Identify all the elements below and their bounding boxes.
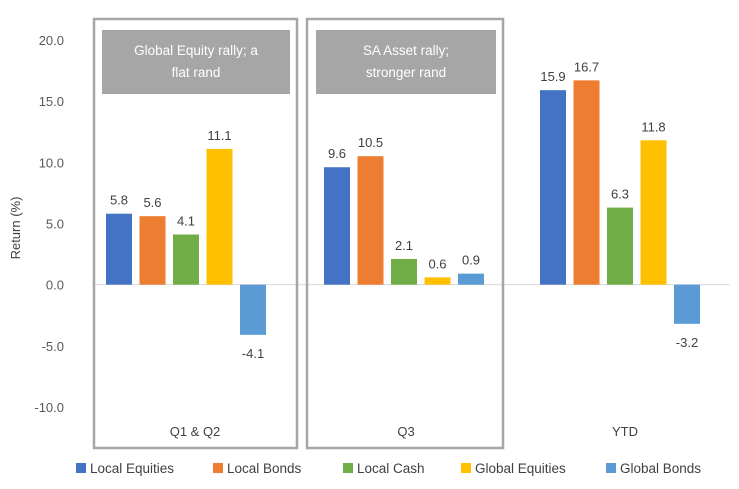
data-labels: 5.8 9.6 15.9 5.6 10.5 16.7 4.1 2.1 6.3 11.1 0.6 11.…: [110, 59, 698, 360]
bar: [106, 213, 132, 285]
y-tick-label: 10.0: [39, 155, 64, 170]
callout-text: SA Asset rally;: [363, 43, 449, 58]
y-axis: 20.0 15.0 10.0 5.0 0.0 -5.0 -10.0: [34, 33, 64, 415]
legend-label: Local Cash: [357, 461, 425, 476]
bar: [139, 216, 166, 285]
data-label: 16.7: [574, 59, 599, 74]
y-tick-label: -10.0: [34, 400, 64, 415]
legend-label: Global Equities: [475, 461, 566, 476]
data-label: 11.8: [641, 119, 665, 134]
y-tick-label: 0.0: [46, 278, 64, 293]
legend-swatch: [606, 463, 616, 473]
data-label: 0.9: [462, 253, 480, 268]
callout-text: Global Equity rally; a: [134, 43, 258, 58]
callout-text: stronger rand: [366, 65, 446, 80]
legend: Local Equities Local Bonds Local Cash Globa…: [76, 461, 701, 476]
annotation-callout: Global Equity rally; a flat rand: [102, 30, 290, 94]
y-axis-title: Return (%): [8, 197, 23, 260]
data-label: 9.6: [328, 146, 346, 161]
bar-series: [106, 80, 700, 335]
y-tick-label: 20.0: [39, 33, 64, 48]
legend-swatch: [461, 463, 471, 473]
data-label: 0.6: [428, 256, 446, 271]
y-tick-label: 15.0: [39, 94, 64, 109]
legend-item: Global Equities: [461, 461, 566, 476]
data-label: 2.1: [395, 238, 413, 253]
bar: [206, 148, 233, 285]
bar: [424, 277, 451, 285]
panel-frame: [305, 17, 505, 450]
y-tick-label: -5.0: [42, 339, 64, 354]
callout-text: flat rand: [172, 65, 221, 80]
data-label: 11.1: [207, 128, 231, 143]
data-label: 5.8: [110, 193, 128, 208]
annotation-callout: SA Asset rally; stronger rand: [316, 30, 496, 94]
data-label: 4.1: [177, 214, 195, 229]
data-label: -4.1: [242, 346, 264, 361]
callout-box: [316, 30, 496, 94]
category-label: YTD: [612, 424, 638, 439]
bar: [607, 207, 633, 285]
panel-frame: [92, 17, 299, 450]
data-label: 15.9: [540, 69, 565, 84]
panel-frames: [92, 17, 505, 450]
y-tick-label: 5.0: [46, 217, 64, 232]
legend-item: Global Bonds: [606, 461, 701, 476]
category-label: Q1 & Q2: [170, 424, 221, 439]
bar: [640, 140, 667, 285]
bar: [357, 156, 384, 285]
data-label: -3.2: [676, 335, 698, 350]
legend-swatch: [343, 463, 353, 473]
legend-swatch: [76, 463, 86, 473]
legend-item: Local Equities: [76, 461, 174, 476]
data-label: 5.6: [143, 195, 161, 210]
legend-swatch: [213, 463, 223, 473]
legend-item: Local Bonds: [213, 461, 302, 476]
bar: [391, 258, 417, 285]
legend-label: Local Equities: [90, 461, 174, 476]
annotation-callouts: Global Equity rally; a flat rand SA Asset …: [102, 30, 496, 94]
bar: [324, 167, 350, 285]
category-label: Q3: [397, 424, 414, 439]
bar: [240, 284, 266, 335]
bar: [540, 90, 566, 285]
callout-box: [102, 30, 290, 94]
legend-label: Local Bonds: [227, 461, 302, 476]
bar: [458, 273, 484, 285]
bar: [573, 80, 600, 285]
bar: [173, 234, 199, 285]
legend-label: Global Bonds: [620, 461, 701, 476]
category-labels: Q1 & Q2 Q3 YTD: [170, 424, 638, 439]
data-label: 10.5: [358, 135, 383, 150]
data-label: 6.3: [611, 187, 629, 202]
bar: [674, 284, 700, 324]
legend-item: Local Cash: [343, 461, 425, 476]
